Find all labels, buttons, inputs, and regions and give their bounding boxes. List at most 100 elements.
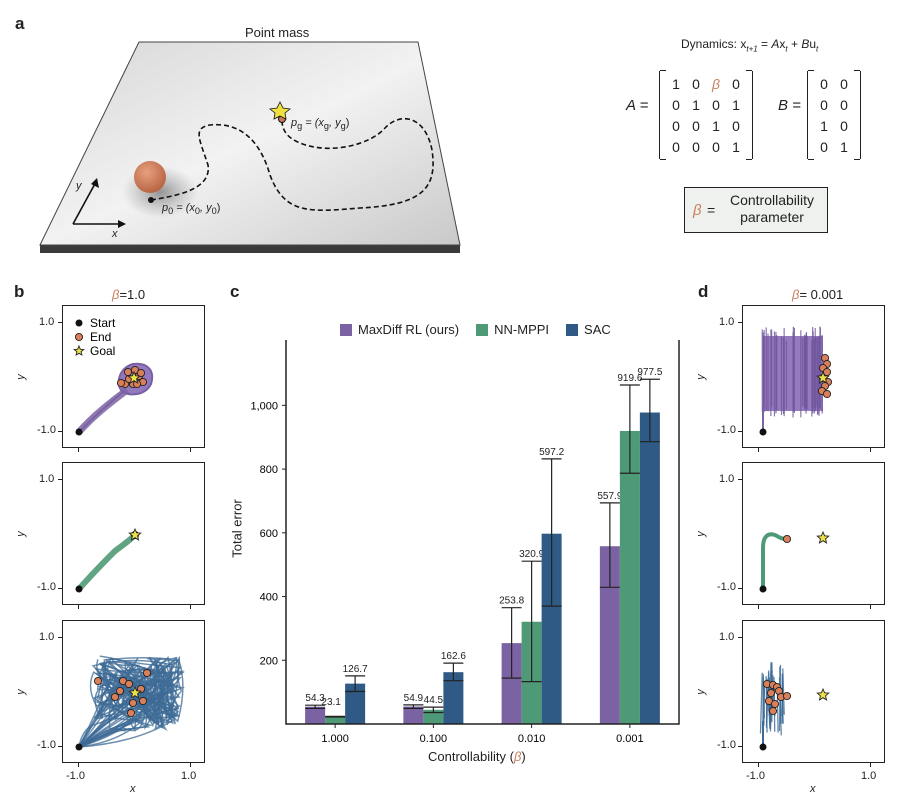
ball [134,161,166,193]
matrix-b-cell: 0 [814,73,834,94]
data-label: 44.5 [424,695,444,706]
legend-item: SAC [566,322,611,337]
y-axis-label: Total error [230,464,245,594]
matrix-a-cell: 1 [726,136,746,157]
start-point [148,197,154,203]
x-tick-label: 1.0 [181,770,196,782]
data-label: 977.5 [637,367,662,378]
y-tick-label: 1.0 [719,473,734,485]
matrix-a-cell: 1 [726,94,746,115]
x-axis-label: Controllability (β) [428,749,526,764]
legend-label: SAC [584,322,611,337]
legend-item: MaxDiff RL (ours) [340,322,459,337]
end-point [116,687,123,694]
start-point [76,320,83,327]
matrix-b-cell: 0 [834,94,854,115]
start-point [760,429,767,436]
matrix-a-cell: 0 [726,115,746,136]
y-axis-label: y [15,374,27,380]
end-point [769,707,776,714]
y-tick-label: -1.0 [37,739,56,751]
end-point [75,333,82,340]
y-axis-label: y [695,374,707,380]
legend-label: Start [90,316,116,330]
y-axis-label: y [15,689,27,695]
matrix-a-label: A = [626,97,648,114]
x-tick-label: -1.0 [66,770,85,782]
beta-symbol: β [693,202,702,219]
x-tick-label: 0.001 [616,733,644,745]
data-label: 162.6 [441,651,466,662]
end-point [783,692,790,699]
maxdiff-trajectories [760,327,832,436]
matrix-b-cell: 0 [814,136,834,157]
sac-trajectories [760,662,829,750]
matrix-a-cell: 1 [706,115,726,136]
x-tick-label: 0.100 [420,733,448,745]
matrix-b-cell: 0 [814,94,834,115]
point-mass-scene [0,0,470,260]
panel-d-beta-title: β= 0.001 [792,287,843,302]
y-tick-label: -1.0 [37,581,56,593]
nn-mppi-trajectories [76,529,141,593]
y-tick-label: -1.0 [717,581,736,593]
goal-star-icon [817,689,828,700]
y-tick-label: 1.0 [39,631,54,643]
start-point [76,429,83,436]
axis-x-label: x [112,228,118,240]
nn-mppi-trajectories [760,532,829,593]
end-point [125,680,132,687]
legend-label: Goal [90,344,115,358]
data-label: 597.2 [539,447,564,458]
goal-position-label: pg = (xg, yg) [291,117,349,131]
matrix-a-cell: 0 [686,136,706,157]
y-tick-label: 1,000 [250,400,278,412]
matrix-a-cell: 0 [706,136,726,157]
data-label: 54.9 [404,693,424,704]
data-label: 23.1 [321,697,341,708]
start-point [760,586,767,593]
data-label: 320.9 [519,549,544,560]
data-label: 253.8 [499,596,524,607]
matrix-a-cell: 0 [666,115,686,136]
plane-edge [40,245,460,253]
end-point [139,697,146,704]
y-tick-label: 200 [260,655,278,667]
equals-sign: = [707,202,715,218]
matrix-a-cell: 1 [686,94,706,115]
bar [620,431,640,724]
legend-swatch [566,324,578,336]
end-point [823,390,830,397]
matrix-a-cell: 0 [726,73,746,94]
plane [40,42,460,245]
axis-y-label: y [76,180,82,192]
legend-item: NN-MPPI [476,322,549,337]
start-point [760,744,767,751]
trajectory-plot [742,462,885,605]
matrix-b-cell: 1 [814,115,834,136]
legend-label: MaxDiff RL (ours) [358,322,459,337]
matrix-a-cell: 0 [686,115,706,136]
data-label: 557.9 [597,491,622,502]
data-label: 126.7 [343,664,368,675]
x-tick-label: 1.000 [321,733,349,745]
x-axis-label: x [810,783,816,795]
matrix-a-cell: 0 [666,136,686,157]
sac-trajectories [76,656,183,750]
panel-b-beta-title: β=1.0 [112,287,145,302]
start-point [76,586,83,593]
y-tick-label: -1.0 [717,424,736,436]
matrix-b-cell: 0 [834,115,854,136]
bar [640,413,660,724]
bar [403,707,423,724]
y-tick-label: 800 [260,464,278,476]
x-tick-label: 1.0 [861,770,876,782]
matrix-a-cell: 0 [706,94,726,115]
